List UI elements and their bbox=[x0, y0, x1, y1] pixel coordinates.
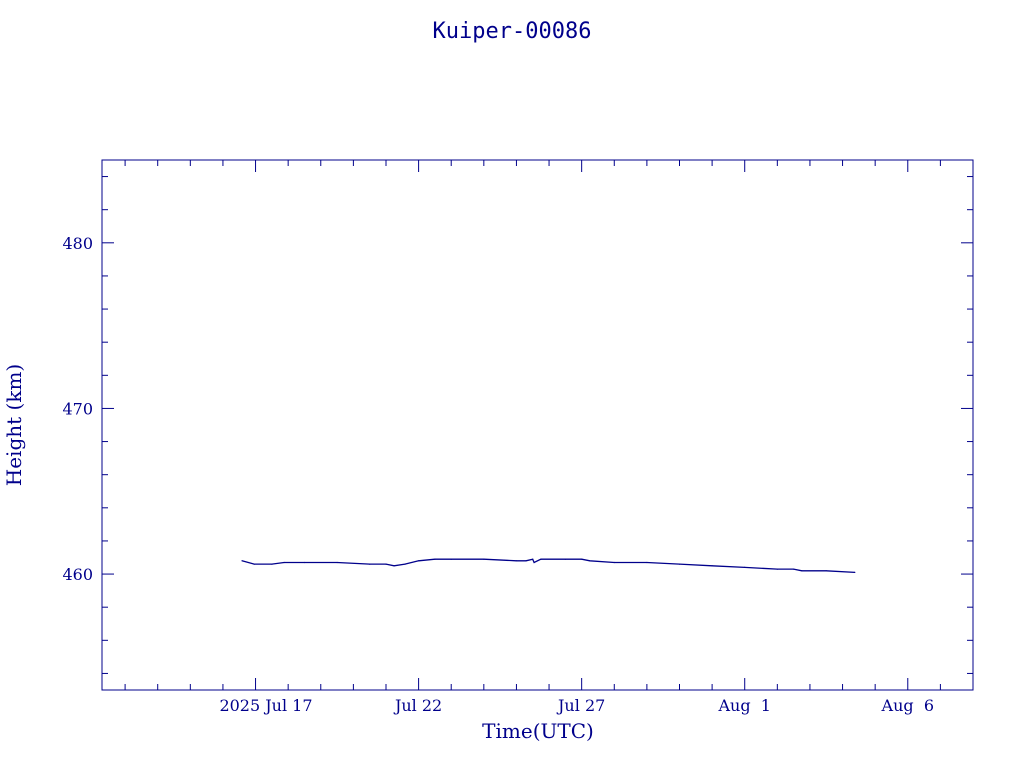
data-point bbox=[825, 570, 827, 572]
y-axis-title: Height (km) bbox=[2, 364, 26, 486]
data-point bbox=[393, 565, 395, 567]
data-point bbox=[271, 563, 273, 565]
data-point bbox=[483, 558, 485, 560]
x-tick-label: Jul 27 bbox=[556, 696, 605, 715]
data-point bbox=[283, 561, 285, 564]
y-tick-label: 480 bbox=[62, 234, 93, 253]
x-tick-label: Aug 1 bbox=[717, 696, 770, 715]
data-point bbox=[793, 568, 795, 570]
data-point bbox=[532, 558, 534, 560]
data-point bbox=[646, 561, 648, 564]
data-point bbox=[801, 570, 803, 572]
x-axis-title: Time(UTC) bbox=[482, 719, 594, 743]
series-layer bbox=[241, 558, 856, 574]
data-point bbox=[434, 558, 436, 560]
data-point bbox=[711, 565, 713, 567]
tick-labels: 2025 Jul 17 Jul 22 Jul 27 Aug 1 Aug 6 460 470 4… bbox=[62, 234, 934, 715]
data-point bbox=[540, 558, 542, 560]
data-point bbox=[418, 560, 420, 562]
data-point bbox=[253, 563, 255, 565]
data-point bbox=[564, 558, 567, 560]
axis-ticks bbox=[102, 160, 974, 690]
y-tick-label: 460 bbox=[62, 565, 93, 584]
x-tick-label: Jul 22 bbox=[393, 696, 442, 715]
data-point bbox=[241, 560, 243, 562]
series-line bbox=[241, 558, 855, 574]
data-point bbox=[303, 561, 306, 564]
data-point bbox=[613, 561, 615, 564]
x-tick-label: 2025 Jul 17 bbox=[219, 696, 312, 715]
data-point bbox=[581, 558, 583, 560]
data-point bbox=[450, 558, 452, 560]
y-tick-label: 470 bbox=[62, 399, 93, 418]
data-point bbox=[678, 563, 681, 565]
x-tick-label: Aug 6 bbox=[881, 696, 934, 715]
data-point bbox=[336, 561, 338, 564]
data-point bbox=[385, 563, 387, 565]
data-point bbox=[589, 560, 591, 562]
data-point bbox=[369, 563, 371, 565]
data-point bbox=[525, 560, 527, 562]
data-point bbox=[744, 566, 746, 569]
plot-frame bbox=[101, 159, 974, 691]
data-point bbox=[533, 561, 535, 564]
data-point bbox=[776, 568, 778, 570]
data-point bbox=[515, 560, 518, 562]
data-point bbox=[404, 563, 406, 565]
chart-title: Kuiper-00086 bbox=[433, 19, 592, 44]
data-point bbox=[854, 571, 856, 574]
